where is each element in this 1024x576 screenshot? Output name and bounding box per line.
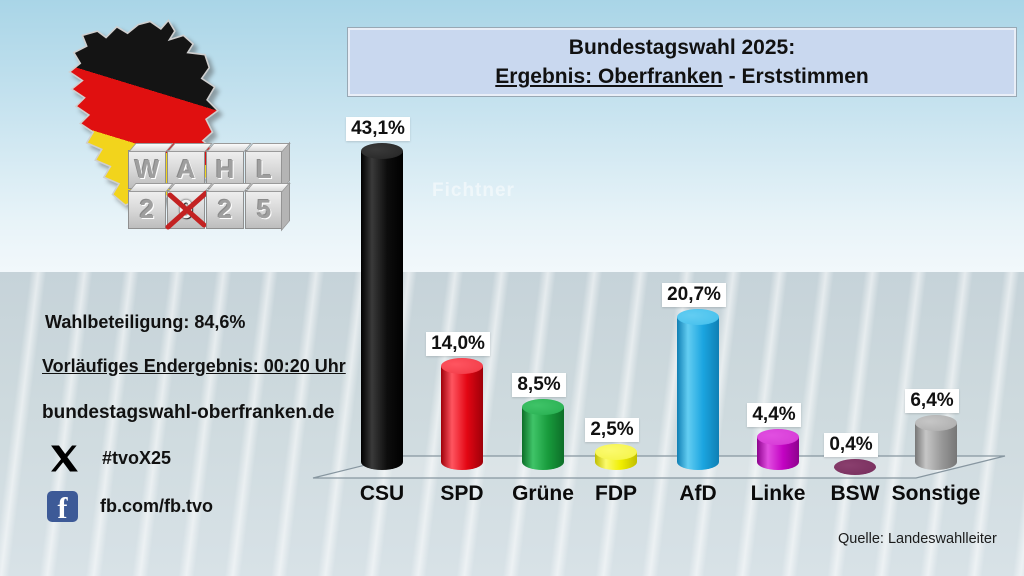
value-label-afd: 20,7%: [652, 282, 736, 307]
source-caption: Quelle: Landeswahlleiter: [838, 531, 997, 547]
bar-sonstige: [915, 414, 957, 478]
germany-map-logo: W A H L 2 0 2 5: [48, 16, 288, 248]
title-vote-type: - Erststimmen: [722, 65, 869, 88]
value-text-fdp: 2,5%: [585, 417, 639, 442]
cube-row-wahl: W A H L: [128, 150, 284, 190]
category-label-csu: CSU: [359, 482, 405, 505]
value-text-csu: 43,1%: [346, 117, 410, 142]
category-label-sonstige: Sonstige: [891, 482, 981, 505]
cube-digit-2b: 2: [206, 190, 244, 229]
bar-body-spd: [441, 366, 483, 470]
cube-glyph: H: [215, 154, 235, 184]
cube-digit-2a: 2: [128, 190, 166, 229]
website-text: bundestagswahl-oberfranken.de: [42, 402, 335, 423]
category-label-afd: AfD: [679, 482, 717, 505]
bar-body-grne: [522, 407, 564, 470]
value-text-sonstige: 6,4%: [905, 388, 959, 413]
cube-glyph: 5: [256, 194, 272, 224]
value-text-linke: 4,4%: [747, 403, 801, 428]
title-line2: Ergebnis: Oberfranken - Erststimmen: [495, 62, 868, 91]
bar-body-csu: [361, 151, 403, 470]
bar-body-afd: [677, 316, 719, 470]
cube-glyph: 2: [139, 194, 155, 224]
cube-glyph: W: [134, 154, 160, 184]
bar-top-fdp: [595, 443, 637, 460]
cube-digit-0-crossed: 0: [165, 190, 209, 230]
bar-spd: [441, 358, 483, 478]
bar-afd: [677, 308, 719, 478]
x-hashtag-label: #tvoX25: [102, 448, 172, 468]
final-result-text: Vorläufiges Endergebnis: 00:20 Uhr: [42, 356, 346, 376]
x-social-row: #tvoX25: [50, 445, 171, 472]
cube-digit-5: 5: [245, 190, 283, 229]
watermark-text: Fichtner: [432, 180, 515, 201]
cube-glyph: L: [256, 154, 272, 184]
bar-linke: [757, 429, 799, 478]
value-label-csu: 43,1%: [336, 117, 420, 142]
bar-top-bsw: [834, 459, 876, 476]
category-label-fdp: FDP: [595, 482, 637, 505]
category-label-spd: SPD: [440, 482, 484, 505]
bar-csu: [361, 143, 403, 478]
facebook-icon: f: [47, 491, 78, 522]
cube-row-2025: 2 0 2 5: [128, 190, 284, 230]
x-twitter-icon: [51, 445, 78, 472]
value-text-spd: 14,0%: [426, 332, 490, 357]
value-label-bsw: 0,4%: [809, 433, 893, 458]
category-label-linke: Linke: [750, 482, 806, 505]
bar-top-grne: [522, 399, 564, 416]
title-box: Bundestagswahl 2025: Ergebnis: Oberfrank…: [347, 27, 1017, 97]
bar-grne: [522, 399, 564, 478]
bar-bsw: [834, 459, 876, 478]
bar-top-spd: [441, 358, 483, 375]
cube-glyph: A: [176, 154, 196, 184]
value-text-bsw: 0,4%: [824, 433, 878, 458]
value-label-grne: 8,5%: [497, 373, 581, 398]
cube-glyph: 0: [178, 194, 194, 224]
value-text-grne: 8,5%: [512, 373, 566, 398]
ground-background: [0, 272, 1024, 576]
title-region: Ergebnis: Oberfranken: [495, 65, 723, 88]
bar-top-linke: [757, 429, 799, 446]
bar-top-afd: [677, 308, 719, 325]
facebook-handle-label: fb.com/fb.tvo: [100, 496, 213, 516]
bar-top-csu: [361, 143, 403, 160]
value-label-fdp: 2,5%: [570, 417, 654, 442]
value-label-linke: 4,4%: [732, 403, 816, 428]
bar-top-sonstige: [915, 414, 957, 431]
bar-fdp: [595, 443, 637, 479]
category-label-grne: Grüne: [512, 482, 574, 505]
wahl-2025-cubes: W A H L 2 0 2 5: [128, 150, 284, 230]
turnout-text: Wahlbeteiligung: 84,6%: [45, 312, 246, 332]
value-text-afd: 20,7%: [662, 282, 726, 307]
value-label-sonstige: 6,4%: [890, 388, 974, 413]
title-line1: Bundestagswahl 2025:: [568, 36, 796, 59]
cube-glyph: 2: [217, 194, 233, 224]
category-label-bsw: BSW: [830, 482, 880, 505]
value-label-spd: 14,0%: [416, 332, 500, 357]
facebook-social-row: f fb.com/fb.tvo: [47, 491, 213, 522]
